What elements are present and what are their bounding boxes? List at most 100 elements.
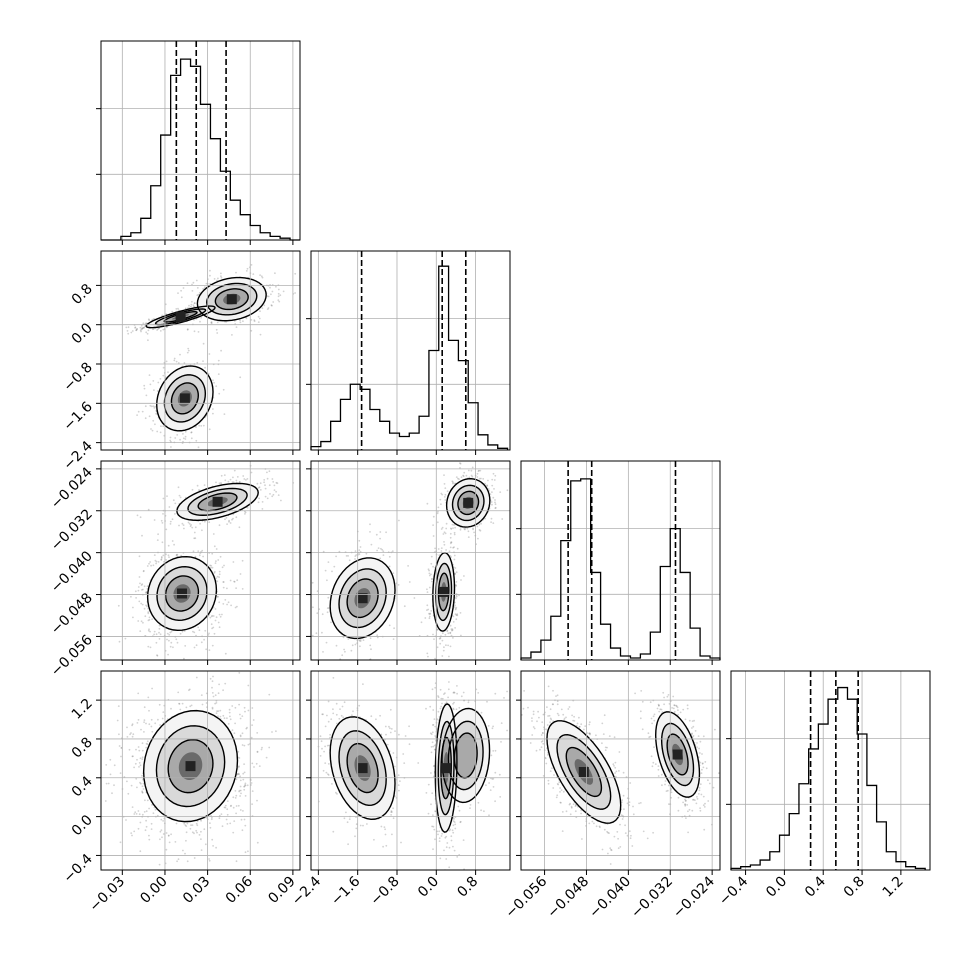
density-peak bbox=[179, 393, 190, 404]
scatter-point bbox=[193, 537, 196, 540]
scatter-point bbox=[343, 648, 345, 651]
scatter-point bbox=[243, 478, 246, 480]
scatter-point bbox=[224, 652, 227, 655]
scatter-point bbox=[241, 559, 244, 562]
scatter-point bbox=[209, 269, 211, 272]
scatter-point bbox=[442, 533, 445, 535]
scatter-point bbox=[217, 596, 219, 598]
scatter-point bbox=[210, 623, 213, 626]
scatter-point bbox=[250, 319, 253, 321]
scatter-point bbox=[375, 533, 378, 536]
scatter-point bbox=[155, 560, 158, 563]
scatter-point bbox=[441, 493, 444, 496]
scatter-point bbox=[506, 489, 509, 492]
scatter-point bbox=[451, 629, 453, 632]
scatter-point bbox=[202, 360, 204, 362]
scatter-point bbox=[136, 722, 139, 724]
scatter-point bbox=[149, 383, 152, 386]
scatter-point bbox=[490, 521, 492, 523]
scatter-point bbox=[222, 581, 225, 583]
scatter-point bbox=[203, 484, 206, 486]
scatter-point bbox=[195, 439, 198, 442]
scatter-point bbox=[459, 462, 461, 464]
scatter-point bbox=[268, 470, 271, 473]
scatter-point bbox=[155, 412, 157, 415]
scatter-point bbox=[152, 405, 155, 408]
scatter-point bbox=[157, 328, 159, 330]
scatter-point bbox=[217, 373, 220, 375]
scatter-point bbox=[186, 282, 189, 285]
scatter-point bbox=[184, 824, 187, 827]
scatter-point bbox=[141, 583, 144, 586]
scatter-point bbox=[173, 543, 175, 546]
scatter-point bbox=[153, 317, 155, 320]
scatter-point bbox=[137, 620, 140, 622]
contour-line bbox=[197, 492, 238, 512]
scatter-point bbox=[270, 293, 272, 296]
scatter-point bbox=[470, 474, 473, 477]
scatter-point bbox=[453, 482, 456, 485]
scatter-point bbox=[244, 824, 247, 827]
scatter-point bbox=[145, 604, 147, 607]
scatter-point bbox=[369, 644, 372, 647]
scatter-point bbox=[148, 618, 151, 621]
density-peak bbox=[175, 311, 186, 322]
scatter-point bbox=[429, 612, 432, 615]
scatter-point bbox=[184, 852, 186, 855]
scatter-point bbox=[258, 486, 261, 489]
scatter-point bbox=[434, 657, 436, 660]
scatter-point bbox=[211, 614, 214, 617]
scatter-point bbox=[190, 524, 192, 526]
scatter-point bbox=[420, 621, 423, 624]
scatter-point bbox=[168, 506, 171, 508]
scatter-point bbox=[169, 436, 172, 439]
scatter-point bbox=[177, 292, 179, 294]
scatter-point bbox=[269, 286, 271, 289]
scatter-point bbox=[186, 662, 188, 664]
scatter-point bbox=[196, 831, 198, 834]
scatter-point bbox=[259, 333, 262, 336]
scatter-point bbox=[127, 332, 130, 335]
scatter-point bbox=[449, 542, 452, 545]
scatter-point bbox=[130, 784, 133, 787]
scatter-point bbox=[154, 405, 157, 408]
scatter-point bbox=[501, 518, 504, 520]
scatter-point bbox=[241, 744, 244, 746]
scatter-point bbox=[190, 437, 193, 440]
scatter-point bbox=[236, 579, 239, 582]
scatter-point bbox=[241, 732, 244, 735]
scatter-point bbox=[158, 638, 161, 640]
scatter-point bbox=[160, 556, 163, 558]
scatter-point bbox=[134, 327, 136, 329]
scatter-point bbox=[235, 326, 238, 328]
scatter-point bbox=[143, 585, 146, 588]
scatter-point bbox=[218, 570, 221, 573]
scatter-point bbox=[263, 304, 266, 307]
scatter-point bbox=[253, 320, 256, 323]
scatter-point bbox=[139, 630, 142, 632]
scatter-point bbox=[208, 521, 211, 524]
scatter-point bbox=[272, 301, 275, 303]
scatter-point bbox=[211, 566, 214, 569]
scatter-point bbox=[444, 493, 447, 496]
scatter-point bbox=[463, 471, 466, 474]
scatter-point bbox=[175, 554, 178, 557]
scatter-point bbox=[160, 557, 163, 559]
scatter-point bbox=[272, 481, 275, 483]
histogram-panel-0 bbox=[96, 40, 301, 245]
scatter-point bbox=[398, 519, 400, 522]
x-tick-label: 1.2 bbox=[880, 874, 907, 901]
histogram-step bbox=[730, 686, 926, 870]
scatter-point bbox=[184, 307, 187, 310]
scatter-point bbox=[175, 638, 178, 641]
scatter-point bbox=[478, 469, 480, 472]
scatter-panel-1-2 bbox=[306, 460, 511, 665]
scatter-point bbox=[471, 475, 474, 478]
scatter-point bbox=[142, 621, 144, 624]
scatter-point bbox=[179, 632, 182, 635]
scatter-point bbox=[193, 832, 195, 835]
scatter-point bbox=[456, 614, 459, 617]
scatter-point bbox=[143, 706, 146, 709]
scatter-point bbox=[125, 326, 128, 329]
scatter-point bbox=[191, 283, 193, 286]
